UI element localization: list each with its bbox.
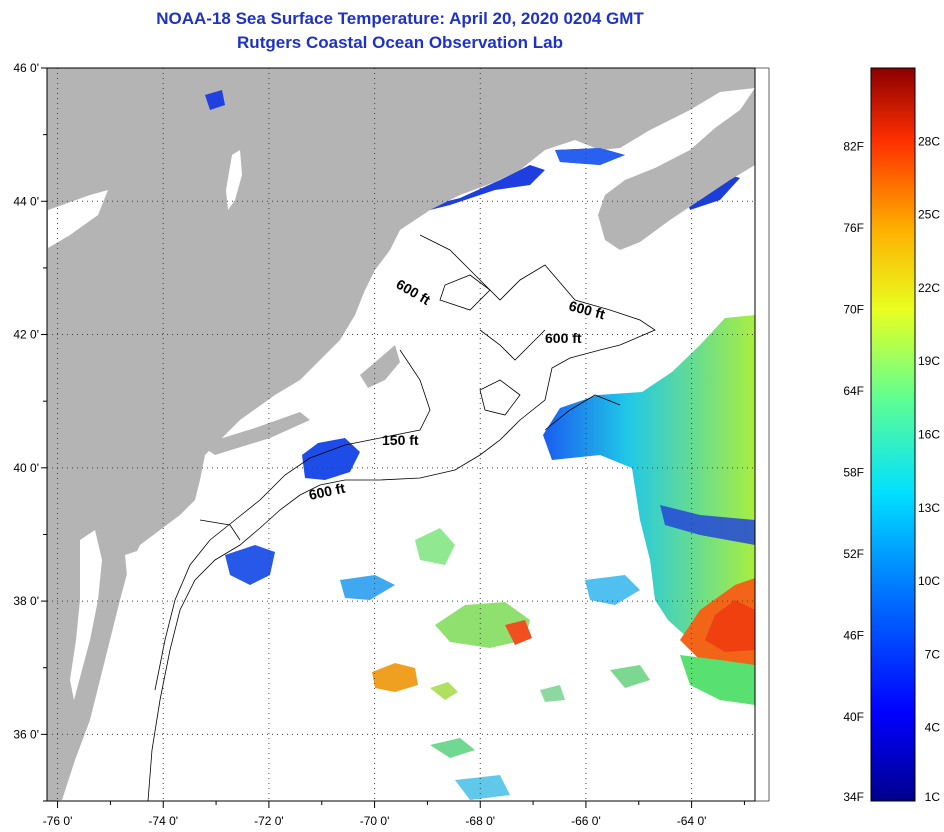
patch-cyan-2: [585, 575, 640, 605]
warm-core-ring-center: [705, 600, 755, 652]
fundy-cold-patch: [555, 148, 625, 165]
color-scale-bar: [870, 67, 916, 802]
cold-patch-south-shelf: [225, 545, 275, 585]
depth-label-600ft-shelf: 600 ft: [307, 480, 346, 503]
fahrenheit-tick-label: 64F: [843, 384, 864, 398]
lon-tick-label: -70 0': [360, 814, 390, 828]
fahrenheit-tick-label: 52F: [843, 547, 864, 561]
graticule: [47, 68, 755, 801]
celsius-tick-label: 22C: [918, 281, 940, 295]
cape-cod-land: [360, 345, 400, 388]
cold-patch-shelf: [302, 438, 360, 480]
lon-tick-label: -66 0': [571, 814, 601, 828]
celsius-tick-label: 16C: [918, 428, 940, 442]
contour-shelf-edge-ne: [544, 394, 621, 431]
longitude-axis: -76 0' -74 0' -72 0' -70 0' -68 0' -66 0' -64 …: [43, 801, 745, 828]
celsius-tick-label: 4C: [925, 721, 941, 735]
fahrenheit-tick-label: 58F: [843, 466, 864, 480]
lat-tick-label: 36 0': [13, 727, 39, 741]
lake-champlain: [226, 150, 242, 210]
nova-scotia-land: [598, 88, 755, 250]
contour-georges-bank: [479, 379, 521, 416]
patch-south-2: [455, 775, 510, 800]
celsius-tick-label: 1C: [925, 790, 941, 804]
fahrenheit-tick-label: 46F: [843, 628, 864, 642]
lon-tick-label: -68 0': [465, 814, 495, 828]
patch-small-3: [610, 665, 650, 688]
patch-cyan-1: [340, 575, 395, 600]
patch-small-1: [430, 682, 458, 700]
map-subtitle: Rutgers Coastal Ocean Observation Lab: [237, 33, 563, 52]
patch-south-1: [430, 738, 475, 758]
delaware-bay: [125, 550, 140, 585]
fahrenheit-tick-label: 34F: [843, 790, 864, 804]
contour-150ft: [154, 349, 431, 691]
map-title: NOAA-18 Sea Surface Temperature: April 2…: [156, 9, 644, 28]
long-island-land: [200, 412, 310, 455]
inland-cold-patch: [205, 90, 225, 110]
chesapeake-bay: [70, 530, 102, 700]
lat-tick-label: 46 0': [13, 61, 39, 75]
bathymetry-contours: [147, 234, 656, 801]
patch-warm-spot: [505, 620, 532, 645]
celsius-tick-label: 10C: [918, 574, 940, 588]
celsius-tick-label: 28C: [918, 134, 940, 148]
fahrenheit-tick-label: 40F: [843, 710, 864, 724]
fahrenheit-tick-label: 70F: [843, 303, 864, 317]
celsius-labels: 28C 25C 22C 19C 16C 13C 10C 7C 4C 1C: [918, 134, 940, 804]
contour-600ft: [147, 234, 656, 801]
lat-tick-label: 38 0': [13, 594, 39, 608]
celsius-tick-label: 13C: [918, 501, 940, 515]
lon-tick-label: -72 0': [254, 814, 284, 828]
patch-green-1: [415, 528, 455, 565]
latitude-axis: 46 0' 44 0' 42 0' 40 0' 38 0' 36 0': [13, 61, 47, 802]
map-outer-frame: [46, 67, 770, 802]
lat-tick-label: 44 0': [13, 194, 39, 208]
patch-warm-eddy: [372, 663, 418, 692]
north-america-land: [47, 68, 755, 801]
warm-water-region: [543, 315, 755, 660]
celsius-tick-label: 7C: [925, 647, 941, 661]
contour-basin-2: [439, 274, 491, 311]
lat-tick-label: 42 0': [13, 328, 39, 342]
fahrenheit-tick-label: 82F: [843, 140, 864, 154]
patch-mid-1: [435, 602, 530, 648]
fahrenheit-labels: 82F 76F 70F 64F 58F 52F 46F 40F 34F: [843, 140, 864, 804]
warm-water-south: [680, 655, 755, 705]
contour-hudson-canyon: [199, 519, 241, 541]
cold-band: [660, 505, 755, 545]
depth-label-600ft-georges: 600 ft: [545, 330, 582, 346]
lon-tick-label: -64 0': [677, 814, 707, 828]
lon-tick-label: -74 0': [148, 814, 178, 828]
fahrenheit-tick-label: 76F: [843, 221, 864, 235]
celsius-tick-label: 19C: [918, 354, 940, 368]
lon-tick-label: -76 0': [43, 814, 73, 828]
lat-tick-label: 40 0': [13, 461, 39, 475]
land-layer: [47, 68, 755, 801]
celsius-tick-label: 25C: [918, 208, 940, 222]
lake-ontario: [48, 190, 108, 248]
contour-basin-1: [479, 329, 546, 361]
patch-small-2: [540, 685, 565, 702]
depth-label-150ft: 150 ft: [382, 432, 419, 448]
